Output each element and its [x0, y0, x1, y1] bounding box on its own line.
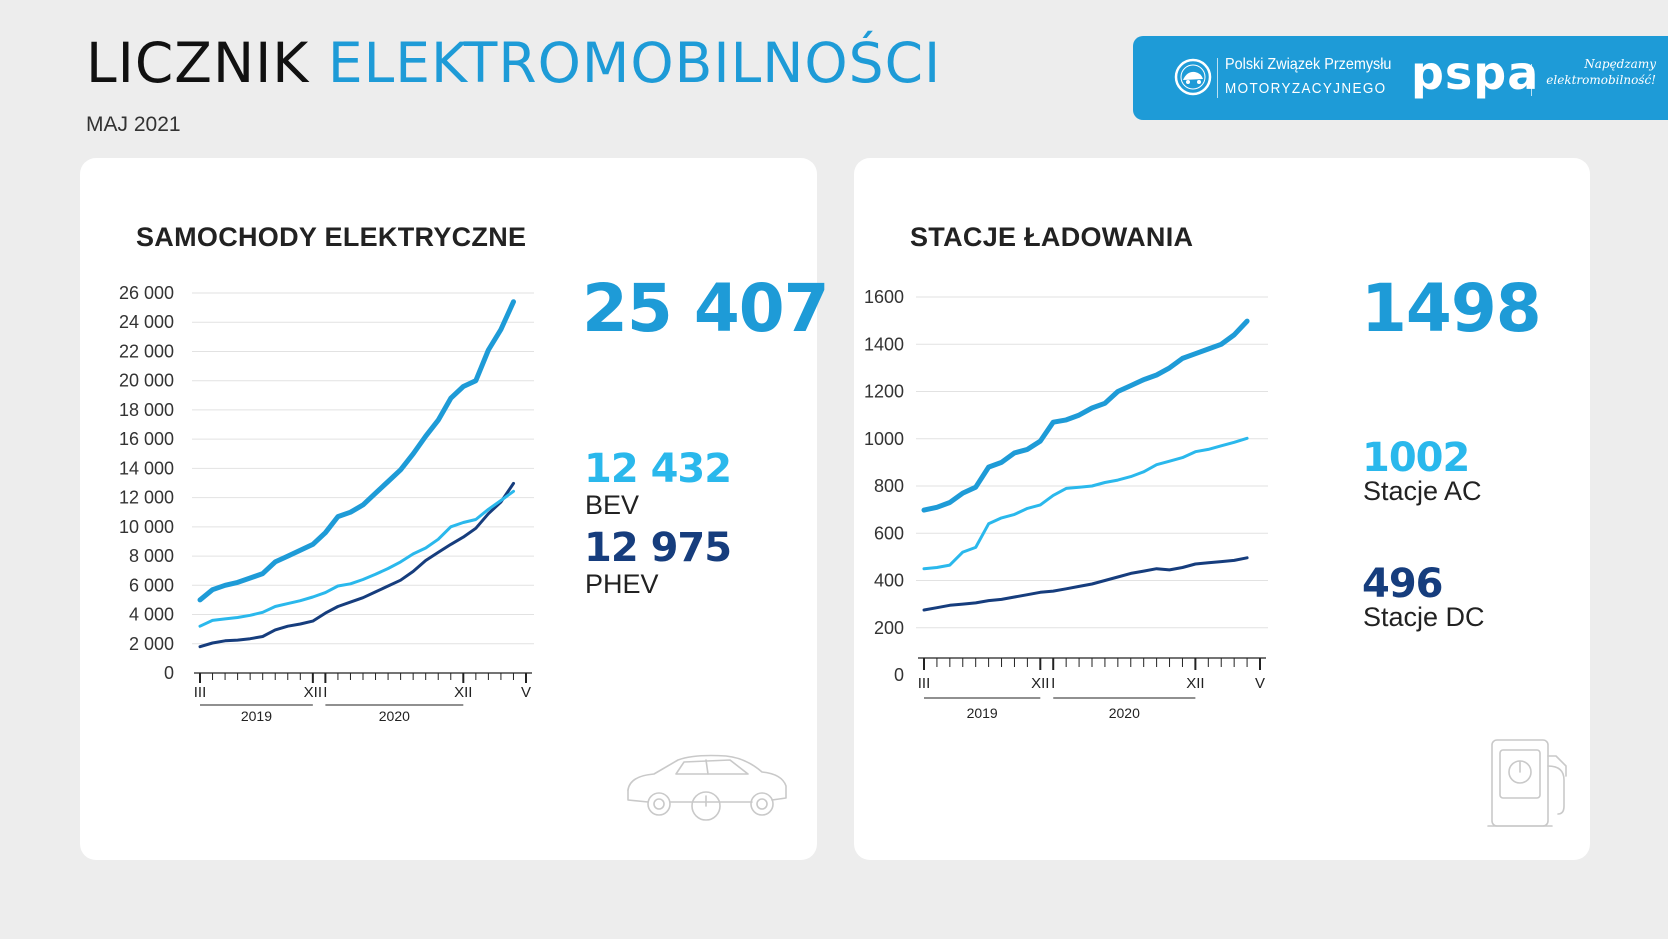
cars-ytick-label: 18 000	[119, 400, 174, 420]
cars-xtick-label: III	[194, 684, 207, 701]
cars-ytick-label: 20 000	[119, 371, 174, 391]
title-part2: ELEKTROMOBILNOŚCI	[327, 31, 942, 95]
cars-year-label: 2019	[241, 708, 272, 724]
stations-ytick-label: 1000	[864, 429, 904, 449]
cars-ytick-label: 24 000	[119, 312, 174, 332]
cars-phev-label: PHEV	[585, 569, 659, 599]
cars-bev-value: 12 432	[584, 446, 732, 492]
cars-bev-label: BEV	[585, 490, 640, 520]
stations-xtick-label: V	[1255, 675, 1265, 692]
cars-phev-value: 12 975	[584, 525, 732, 571]
cars-card-title: SAMOCHODY ELEKTRYCZNE	[136, 222, 527, 252]
stations-card: STACJE ŁADOWANIA 0 200 400 600 800 1000 1200 14…	[854, 158, 1590, 860]
title-part1: LICZNIK	[86, 31, 310, 95]
cars-ytick-label: 22 000	[119, 341, 174, 361]
stations-series-total	[921, 318, 1250, 513]
stations-ytick-label: 1200	[864, 382, 904, 402]
slogan-line2: elektromobilność!	[1546, 73, 1656, 87]
cars-ytick-label: 16 000	[119, 429, 174, 449]
pzpm-name-line2: MOTORYZACYJNEGO	[1225, 80, 1387, 97]
cars-xtick-label: XII	[454, 684, 472, 701]
stations-ytick-label: 200	[874, 618, 904, 638]
stations-total-value: 1498	[1361, 270, 1542, 347]
stations-series-ac	[922, 436, 1249, 571]
pspa-logo: pspa	[1411, 46, 1540, 100]
cars-card: SAMOCHODY ELEKTRYCZNE 0 2 000 4 000 6 000 8 …	[80, 158, 830, 860]
cars-ytick-label: 10 000	[119, 517, 174, 537]
pspa-slogan: Napędzamy elektromobilność!	[1538, 56, 1656, 88]
cars-total-value: 25 407	[582, 270, 830, 347]
pzpm-name-line1: Polski Związek Przemysłu	[1225, 56, 1392, 73]
cars-series-bev	[198, 489, 515, 628]
pzpm-circle-logo-icon	[1174, 58, 1212, 96]
cars-ytick-label: 14 000	[119, 458, 174, 478]
stations-ytick-label: 1400	[864, 334, 904, 354]
cars-chart: 0 2 000 4 000 6 000 8 000 10 000 12 000 14 000 1…	[119, 283, 534, 724]
stations-card-title: STACJE ŁADOWANIA	[910, 222, 1194, 252]
stations-xtick-label: XII	[1186, 675, 1204, 692]
stations-xtick-label: I	[1051, 675, 1055, 692]
page-subtitle: MAJ 2021	[86, 113, 181, 136]
cars-series-total	[197, 299, 516, 603]
slogan-line1: Napędzamy	[1584, 57, 1656, 71]
stations-year-label: 2019	[967, 705, 998, 721]
cars-ytick-label: 26 000	[119, 283, 174, 303]
cars-ytick-label: 2 000	[129, 634, 174, 654]
stations-ytick-label: 1600	[864, 287, 904, 307]
brand-bar: Polski Związek Przemysłu MOTORYZACYJNEGO…	[1133, 36, 1668, 120]
stations-year-label: 2020	[1109, 705, 1140, 721]
pzpm-separator	[1217, 58, 1218, 98]
cars-xtick-label: I	[323, 684, 327, 701]
stations-ac-value: 1002	[1362, 435, 1470, 481]
stations-dc-value: 496	[1362, 561, 1443, 607]
stations-ytick-label: 800	[874, 476, 904, 496]
cars-xtick-label: XII	[304, 684, 322, 701]
cars-ytick-label: 6 000	[129, 575, 174, 595]
cars-ytick-label: 12 000	[119, 488, 174, 508]
cars-ytick-label: 0	[164, 663, 174, 683]
pspa-separator	[1531, 64, 1532, 96]
stations-dc-label: Stacje DC	[1363, 602, 1485, 632]
stations-series-dc	[922, 556, 1249, 612]
stations-xtick-label: XII	[1031, 675, 1049, 692]
stations-ytick-label: 400	[874, 571, 904, 591]
cars-xtick-label: V	[521, 684, 531, 701]
charging-station-icon	[1487, 739, 1567, 827]
electric-car-icon	[627, 754, 787, 821]
cars-year-label: 2020	[379, 708, 410, 724]
stations-ac-label: Stacje AC	[1363, 476, 1482, 506]
cars-ytick-label: 4 000	[129, 605, 174, 625]
stations-ytick-label: 0	[894, 665, 904, 685]
stations-xtick-label: III	[918, 675, 931, 692]
cars-series-phev	[198, 481, 515, 649]
page-title: LICZNIK ELEKTROMOBILNOŚCI	[86, 36, 941, 91]
stations-ytick-label: 600	[874, 523, 904, 543]
cars-ytick-label: 8 000	[129, 546, 174, 566]
